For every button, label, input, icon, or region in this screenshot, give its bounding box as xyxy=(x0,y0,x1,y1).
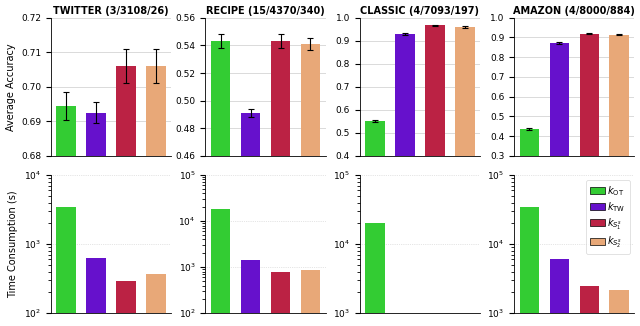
Bar xyxy=(455,27,475,248)
Bar xyxy=(520,206,539,326)
Title: RECIPE (15/4370/340): RECIPE (15/4370/340) xyxy=(206,6,325,16)
Bar xyxy=(520,129,539,215)
Title: AMAZON (4/8000/884): AMAZON (4/8000/884) xyxy=(513,6,636,16)
Bar xyxy=(56,106,76,326)
Bar xyxy=(609,289,629,326)
Legend: $k_\mathrm{OT}$, $k_\mathrm{TW}$, $k_{S_1^s}$, $k_{S_2^s}$: $k_\mathrm{OT}$, $k_\mathrm{TW}$, $k_{S_… xyxy=(586,180,630,254)
Bar xyxy=(86,113,106,326)
Bar xyxy=(579,34,599,215)
Bar xyxy=(211,209,230,326)
Bar xyxy=(609,35,629,215)
Bar xyxy=(116,281,136,326)
Bar xyxy=(365,223,385,326)
Bar xyxy=(116,66,136,326)
Bar xyxy=(550,43,569,215)
Bar xyxy=(56,206,76,326)
Bar xyxy=(301,44,320,326)
Bar xyxy=(86,259,106,326)
Bar xyxy=(271,41,291,326)
Bar xyxy=(241,113,260,326)
Bar xyxy=(550,259,569,326)
Bar xyxy=(147,274,166,326)
Bar xyxy=(147,66,166,326)
Title: CLASSIC (4/7093/197): CLASSIC (4/7093/197) xyxy=(360,6,479,16)
Bar xyxy=(425,25,445,248)
Title: TWITTER (3/3108/26): TWITTER (3/3108/26) xyxy=(53,6,169,16)
Bar xyxy=(579,286,599,326)
Bar xyxy=(365,121,385,248)
Y-axis label: Time Consumption (s): Time Consumption (s) xyxy=(8,190,19,298)
Bar xyxy=(271,272,291,326)
Bar xyxy=(395,34,415,248)
Y-axis label: Average Accuracy: Average Accuracy xyxy=(6,43,15,131)
Bar xyxy=(301,270,320,326)
Bar xyxy=(241,260,260,326)
Bar xyxy=(211,41,230,326)
